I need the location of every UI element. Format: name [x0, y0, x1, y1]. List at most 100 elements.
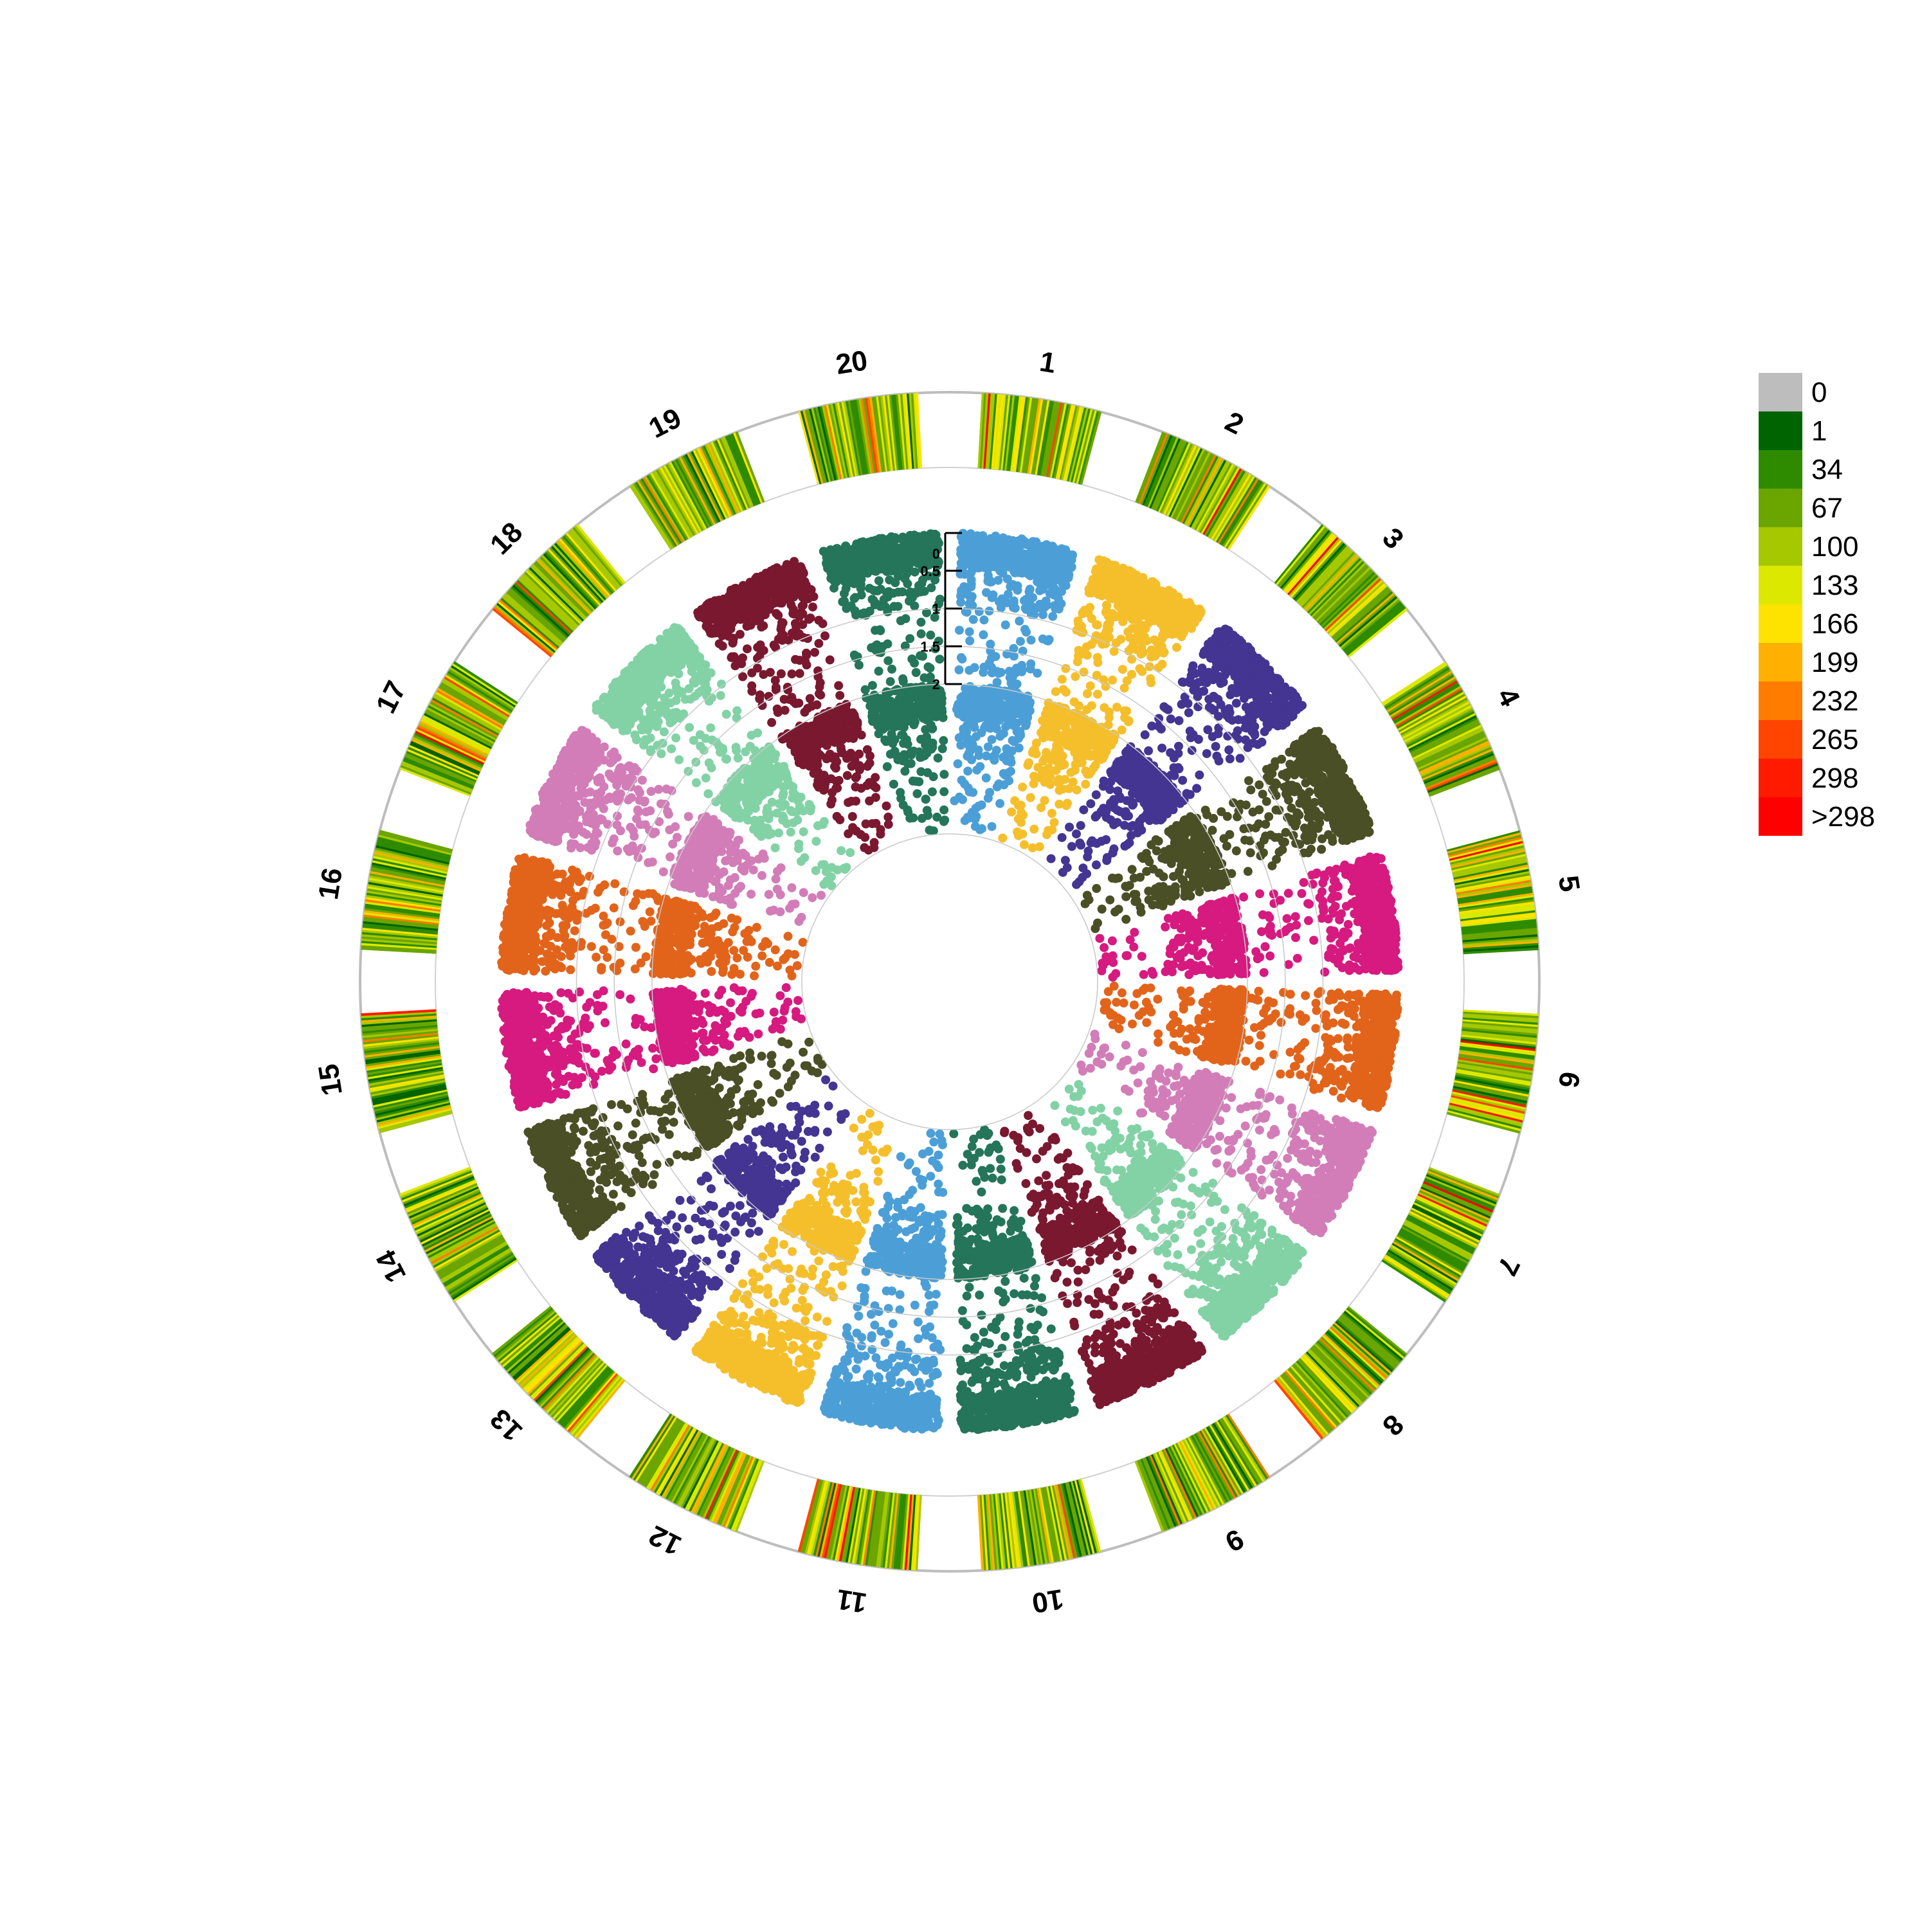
data-point — [970, 723, 979, 732]
data-point — [992, 746, 1001, 755]
data-point — [1239, 892, 1249, 902]
density-bin — [1411, 723, 1481, 759]
data-point — [1241, 680, 1251, 689]
density-bin — [1400, 1228, 1468, 1267]
data-point — [1121, 748, 1130, 757]
density-bin — [1147, 1456, 1179, 1526]
data-point — [1062, 556, 1071, 566]
density-bin — [1021, 1490, 1035, 1566]
density-bin — [1192, 1434, 1230, 1502]
density-bin — [1386, 669, 1451, 711]
data-point — [1235, 754, 1245, 763]
data-point — [957, 655, 967, 664]
density-bin — [1332, 588, 1391, 640]
data-point — [1259, 968, 1269, 977]
density-bin — [1319, 572, 1376, 626]
data-point — [1072, 880, 1082, 889]
density-bin — [1331, 586, 1390, 639]
data-point — [1013, 581, 1022, 591]
density-bin — [1145, 437, 1177, 507]
data-point — [1316, 811, 1325, 820]
density-bin — [1334, 590, 1392, 642]
data-point — [1044, 635, 1054, 644]
density-bin — [1461, 1034, 1537, 1045]
density-bin — [995, 394, 1004, 470]
density-bin — [1335, 1321, 1393, 1373]
density-sector-chr1 — [977, 393, 1102, 485]
data-point — [1126, 822, 1136, 831]
data-point — [1058, 867, 1067, 877]
data-point — [975, 762, 985, 772]
density-bin — [1449, 1103, 1523, 1123]
density-bin — [1159, 1450, 1193, 1521]
density-bin — [1283, 532, 1334, 592]
data-point — [1062, 801, 1071, 810]
data-point — [1082, 651, 1092, 660]
density-bin — [1448, 836, 1522, 858]
data-point — [1008, 736, 1017, 745]
density-bin — [1208, 471, 1248, 538]
density-bin — [1037, 401, 1053, 476]
data-point — [1001, 751, 1011, 760]
density-bin — [1166, 447, 1201, 517]
density-bin — [1204, 469, 1244, 536]
density-bin — [1455, 873, 1530, 890]
density-bin — [1323, 577, 1381, 630]
density-bin — [1418, 739, 1489, 772]
density-bin — [1421, 746, 1492, 779]
density-bin — [1316, 568, 1373, 624]
density-bin — [1138, 1459, 1168, 1531]
data-point — [1179, 795, 1189, 805]
density-bin — [1347, 1306, 1408, 1356]
data-point — [1224, 704, 1234, 714]
data-point — [1276, 896, 1285, 905]
density-bin — [1296, 1360, 1348, 1418]
density-bin — [1315, 1342, 1371, 1397]
density-bin — [1031, 399, 1046, 474]
density-bin — [1309, 559, 1363, 615]
data-point — [1042, 748, 1051, 757]
data-point — [1055, 786, 1064, 795]
data-point — [1384, 942, 1393, 952]
density-bin — [998, 1494, 1008, 1569]
density-bin — [1178, 1441, 1215, 1510]
density-bin — [1047, 1486, 1065, 1561]
density-bin — [1388, 1249, 1453, 1292]
data-point — [1105, 895, 1115, 905]
density-bin — [1340, 598, 1399, 649]
density-sector-chr9 — [1134, 1413, 1270, 1532]
density-bin — [1457, 888, 1533, 903]
density-bin — [1451, 849, 1525, 869]
density-bin — [1069, 408, 1089, 482]
density-bin — [1013, 1492, 1026, 1567]
density-bin — [1219, 479, 1261, 545]
density-bin — [1175, 452, 1211, 521]
density-bin — [1406, 1216, 1475, 1253]
data-point — [1177, 700, 1186, 709]
density-bin — [1459, 1051, 1534, 1065]
data-point — [1267, 769, 1277, 779]
data-point — [1367, 892, 1376, 901]
data-point — [1219, 834, 1229, 844]
data-point — [1047, 724, 1057, 734]
data-point — [1135, 603, 1144, 613]
density-bin — [1458, 1053, 1534, 1067]
data-point — [1313, 824, 1323, 833]
density-bin — [1183, 1438, 1220, 1507]
data-point — [1231, 698, 1241, 708]
density-bin — [1189, 460, 1227, 528]
data-point — [1177, 677, 1187, 687]
density-bin — [1456, 1067, 1532, 1083]
density-bin — [1451, 847, 1525, 867]
density-bin — [1197, 1431, 1236, 1499]
data-point — [1291, 933, 1300, 943]
density-bin — [1449, 838, 1523, 860]
density-bin — [1220, 1418, 1263, 1483]
density-bin — [1397, 690, 1463, 730]
data-point — [1240, 694, 1249, 703]
density-bin — [1448, 1106, 1522, 1128]
density-bin — [1405, 707, 1473, 745]
data-point — [974, 751, 984, 760]
density-bin — [1292, 541, 1344, 599]
density-bin — [1281, 1373, 1332, 1432]
